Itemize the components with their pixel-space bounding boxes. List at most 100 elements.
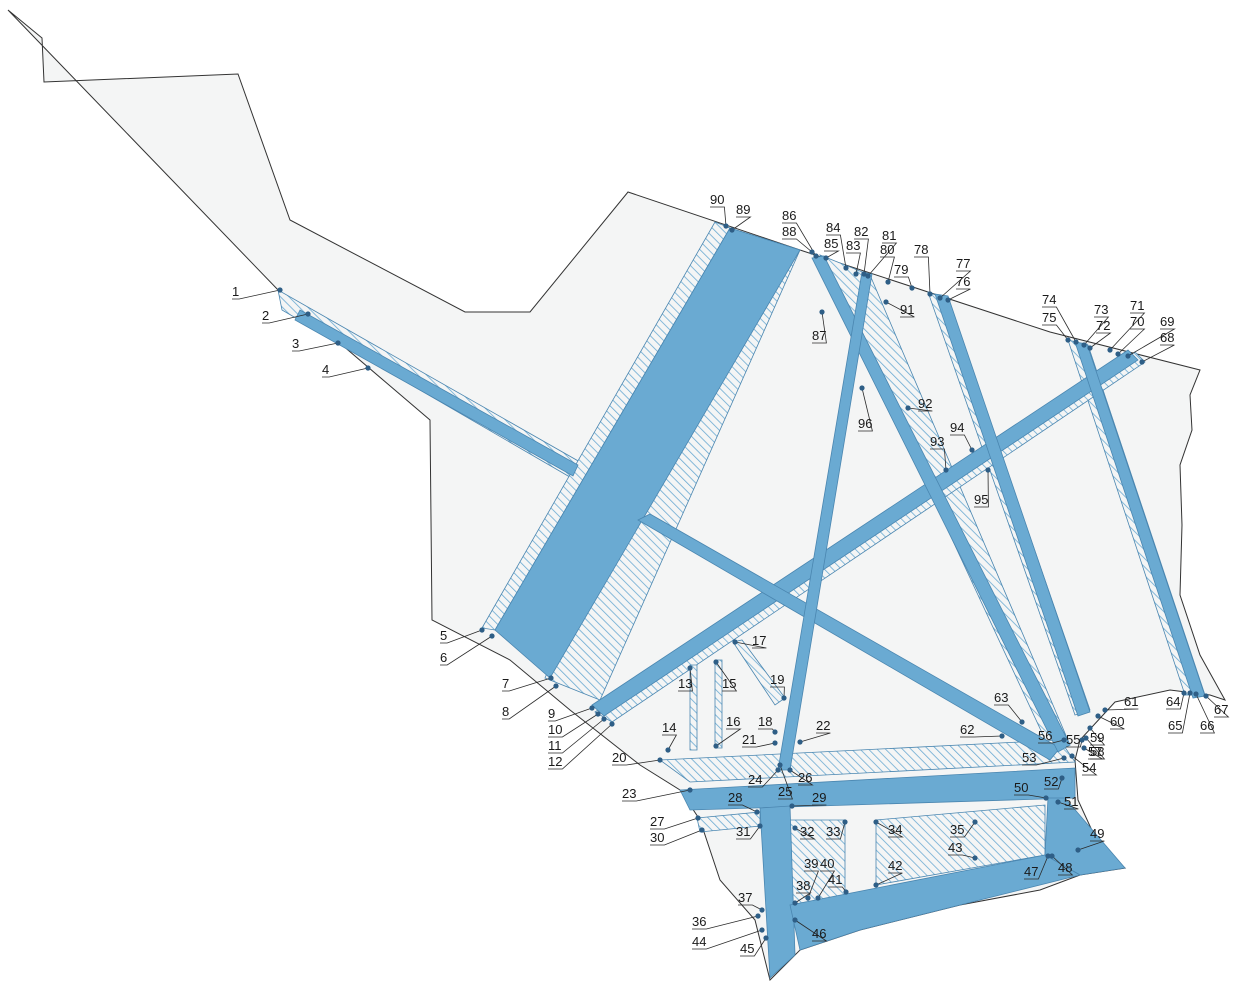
point-label-67: 67 — [1214, 702, 1228, 717]
leader-line-34 — [875, 821, 904, 838]
point-label-6: 6 — [440, 650, 447, 665]
point-label-13: 13 — [678, 676, 692, 691]
survey-point-1 — [277, 287, 283, 293]
point-label-15: 15 — [722, 676, 736, 691]
survey-point-53 — [1061, 755, 1067, 761]
point-label-57: 57 — [1088, 744, 1102, 759]
survey-point-31 — [757, 823, 763, 829]
survey-point-90 — [723, 223, 729, 229]
survey-point-46 — [792, 917, 798, 923]
survey-point-70 — [1115, 351, 1121, 357]
point-label-91: 91 — [900, 302, 914, 317]
point-label-2: 2 — [262, 308, 269, 323]
point-label-85: 85 — [824, 236, 838, 251]
survey-point-41 — [843, 889, 849, 895]
leader-line-70 — [1117, 328, 1146, 355]
leader-line-23 — [622, 789, 691, 802]
leader-line-8 — [502, 685, 557, 720]
point-label-39: 39 — [804, 856, 818, 871]
point-label-5: 5 — [440, 628, 447, 643]
leader-line-60 — [1097, 715, 1125, 730]
point-label-49: 49 — [1090, 826, 1104, 841]
leader-line-54 — [1071, 755, 1098, 776]
leader-line-15 — [715, 661, 738, 692]
point-label-9: 9 — [548, 706, 555, 721]
point-label-46: 46 — [812, 926, 826, 941]
survey-point-42 — [873, 882, 879, 888]
survey-point-8 — [553, 683, 559, 689]
point-label-38: 38 — [796, 878, 810, 893]
point-label-70: 70 — [1130, 314, 1144, 329]
point-label-20: 20 — [612, 750, 626, 765]
point-label-51: 51 — [1064, 794, 1078, 809]
leader-line-3 — [292, 342, 339, 352]
survey-point-3 — [335, 340, 341, 346]
point-label-11: 11 — [548, 738, 562, 753]
point-label-41: 41 — [828, 872, 842, 887]
survey-point-35 — [972, 819, 978, 825]
survey-point-93 — [943, 467, 949, 473]
leader-line-46 — [794, 919, 828, 942]
leader-line-62 — [960, 735, 1003, 738]
point-label-69: 69 — [1160, 314, 1174, 329]
leader-line-64 — [1166, 692, 1185, 710]
leader-line-16 — [715, 728, 742, 747]
point-label-74: 74 — [1042, 292, 1056, 307]
survey-point-65 — [1187, 690, 1193, 696]
leader-line-51 — [1057, 801, 1079, 810]
point-label-76: 76 — [956, 274, 970, 289]
leader-line-12 — [548, 723, 613, 770]
survey-point-37 — [759, 907, 765, 913]
survey-point-81 — [865, 273, 871, 279]
survey-point-74 — [1073, 339, 1079, 345]
point-label-83: 83 — [846, 238, 860, 253]
leader-line-13 — [678, 667, 693, 692]
point-label-61: 61 — [1124, 694, 1138, 709]
leader-line-69 — [1127, 328, 1176, 357]
point-label-37: 37 — [738, 890, 752, 905]
point-label-88: 88 — [782, 224, 796, 239]
leader-line-56 — [1038, 739, 1065, 744]
point-label-8: 8 — [502, 704, 509, 719]
road-ew-long — [591, 349, 1139, 717]
point-label-54: 54 — [1082, 760, 1096, 775]
leader-line-49 — [1077, 840, 1105, 851]
survey-point-80 — [885, 279, 891, 285]
point-label-21: 21 — [742, 732, 756, 747]
leader-line-67 — [1205, 695, 1230, 718]
survey-point-73 — [1081, 342, 1087, 348]
point-label-79: 79 — [894, 262, 908, 277]
point-label-52: 52 — [1044, 774, 1058, 789]
leader-line-75 — [1042, 324, 1069, 341]
leader-line-10 — [548, 713, 599, 738]
leader-line-1 — [232, 289, 281, 300]
point-label-87: 87 — [812, 328, 826, 343]
point-label-31: 31 — [736, 824, 750, 839]
survey-point-83 — [853, 271, 859, 277]
leader-line-47 — [1024, 855, 1049, 880]
leader-line-61 — [1104, 708, 1139, 711]
point-label-86: 86 — [782, 208, 796, 223]
survey-point-10 — [595, 711, 601, 717]
leader-line-66 — [1195, 693, 1216, 734]
point-label-35: 35 — [950, 822, 964, 837]
survey-point-36 — [755, 913, 761, 919]
leader-line-33 — [826, 821, 846, 840]
point-label-71: 71 — [1130, 298, 1144, 313]
leader-line-26 — [789, 769, 814, 786]
point-label-77: 77 — [956, 256, 970, 271]
survey-point-89 — [729, 227, 735, 233]
point-label-40: 40 — [820, 856, 834, 871]
survey-point-20 — [657, 757, 663, 763]
survey-point-28 — [754, 809, 760, 815]
survey-point-22 — [797, 739, 803, 745]
leader-line-81 — [867, 242, 898, 277]
point-label-96: 96 — [858, 416, 872, 431]
leader-line-91 — [885, 301, 915, 318]
point-label-56: 56 — [1038, 728, 1052, 743]
road-diag-ne — [934, 293, 1091, 717]
survey-point-86 — [813, 253, 819, 259]
survey-point-19 — [781, 695, 787, 701]
leader-line-38 — [794, 892, 812, 904]
